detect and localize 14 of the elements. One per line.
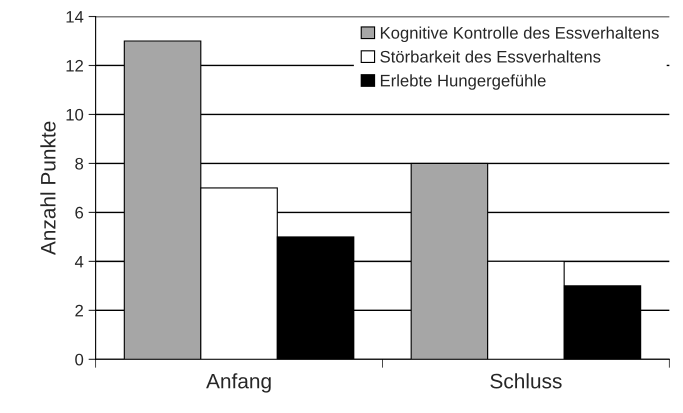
- y-tick-label: 12: [66, 60, 83, 72]
- y-tick-label: 6: [75, 206, 84, 219]
- y-tick-label: 4: [74, 256, 84, 268]
- y-tick-label: 0: [75, 354, 84, 366]
- legend-label: Kognitive Kontrolle des Essverhaltens: [380, 26, 659, 42]
- y-axis-title: Anzahl Punkte: [40, 122, 56, 256]
- y-tick-label: 10: [66, 108, 84, 121]
- legend-label: Erlebte Hungergefühle: [380, 74, 546, 90]
- x-tick-label: Schluss: [490, 373, 562, 388]
- x-tick-label: Anfang: [206, 373, 271, 393]
- legend-label: Störbarkeit des Essverhaltens: [380, 50, 600, 63]
- y-tick-label: 8: [75, 158, 84, 170]
- y-tick-label: 2: [75, 304, 83, 316]
- y-tick-label: 14: [66, 11, 84, 23]
